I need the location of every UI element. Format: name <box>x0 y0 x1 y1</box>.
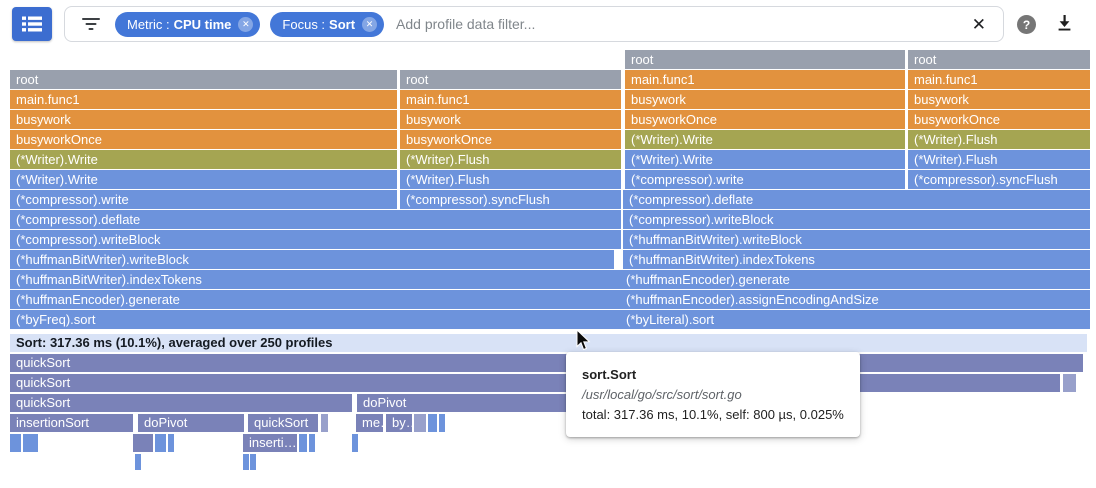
flame-cell[interactable]: (*huffmanBitWriter).indexTokens <box>623 250 1090 269</box>
flame-cell[interactable]: (*huffmanBitWriter).writeBlock <box>623 230 1090 249</box>
flame-cell[interactable]: main.func1 <box>908 70 1090 89</box>
flame-cell[interactable]: (*Writer).Flush <box>908 130 1090 149</box>
mouse-cursor-icon <box>576 330 591 351</box>
flame-cell[interactable]: main.func1 <box>625 70 905 89</box>
flame-cell[interactable] <box>299 434 307 452</box>
flame-cell[interactable]: quickSort <box>248 414 318 432</box>
flame-cell[interactable] <box>428 414 437 432</box>
flame-cell[interactable]: (*byLiteral).sort <box>620 310 1090 329</box>
chip-prefix: Metric : <box>127 16 170 32</box>
flame-cell[interactable] <box>309 434 315 452</box>
filter-chip-focus[interactable]: Focus : Sort ✕ <box>270 11 385 37</box>
flame-cell[interactable]: (*huffmanEncoder).assignEncodingAndSize <box>620 290 1090 309</box>
flame-cell[interactable] <box>23 434 29 452</box>
close-icon[interactable]: ✕ <box>362 16 378 32</box>
flame-cell[interactable]: busywork <box>908 90 1090 109</box>
flame-cell[interactable] <box>1063 374 1076 392</box>
chip-value: Sort <box>329 16 356 32</box>
flame-cell[interactable] <box>352 434 358 452</box>
view-list-icon <box>22 16 42 32</box>
flame-cell[interactable] <box>243 454 249 470</box>
help-icon[interactable]: ? <box>1017 15 1036 34</box>
flame-cell[interactable]: (*compressor).syncFlush <box>400 190 621 209</box>
close-icon[interactable]: ✕ <box>238 16 254 32</box>
flame-cell[interactable]: busyworkOnce <box>400 130 621 149</box>
flame-cell[interactable]: (*Writer).Flush <box>400 150 621 169</box>
flame-cell[interactable]: quickSort <box>10 354 1083 372</box>
filter-input[interactable] <box>394 15 970 33</box>
chip-prefix: Focus : <box>282 16 326 32</box>
flame-cell[interactable] <box>168 434 174 452</box>
flame-cell[interactable]: root <box>10 70 397 89</box>
flame-focus-row[interactable]: Sort: 317.36 ms (10.1%), averaged over 2… <box>10 334 1087 352</box>
flame-cell[interactable] <box>10 434 21 452</box>
tooltip: sort.Sort /usr/local/go/src/sort/sort.go… <box>566 352 860 437</box>
flame-cell[interactable]: (*compressor).writeBlock <box>623 210 1090 229</box>
filter-chip-metric[interactable]: Metric : CPU time ✕ <box>115 11 261 37</box>
flame-cell[interactable]: (*Writer).Write <box>10 170 397 189</box>
flame-cell[interactable]: (*huffmanEncoder).generate <box>620 270 1090 289</box>
flame-cell[interactable]: (*huffmanBitWriter).writeBlock <box>10 250 614 269</box>
flame-cell[interactable]: (*compressor).writeBlock <box>10 230 621 249</box>
flame-cell[interactable]: (*Writer).Write <box>625 150 905 169</box>
flame-cell[interactable]: (*Writer).Write <box>10 150 397 169</box>
flame-cell[interactable]: inserti… <box>243 434 297 452</box>
flame-cell[interactable]: (*huffmanEncoder).generate <box>10 290 621 309</box>
flame-cell[interactable]: (*Writer).Flush <box>400 170 621 189</box>
flame-cell[interactable]: main.func1 <box>10 90 397 109</box>
filter-bar: Metric :CPU time ✕ Focus :Sort ✕ ✕ <box>64 6 1004 42</box>
flame-cell[interactable]: main.func1 <box>400 90 621 109</box>
flame-cell[interactable]: root <box>908 50 1090 69</box>
flame-cell[interactable]: doPivot <box>138 414 244 432</box>
filter-list-icon <box>82 17 100 30</box>
flame-cell[interactable]: busywork <box>625 90 905 109</box>
flame-cell[interactable]: insertionSort <box>10 414 133 432</box>
flame-cell[interactable]: quickSort <box>10 374 1060 392</box>
flame-cell[interactable]: busywork <box>400 110 621 129</box>
tooltip-function-name: sort.Sort <box>582 367 637 382</box>
flame-cell[interactable] <box>133 434 153 452</box>
flame-cell[interactable]: (*byFreq).sort <box>10 310 621 329</box>
flame-cell[interactable]: root <box>625 50 905 69</box>
toolbar: Metric :CPU time ✕ Focus :Sort ✕ ✕ ? <box>0 0 1096 48</box>
flame-cell[interactable] <box>135 454 141 470</box>
download-icon[interactable] <box>1056 14 1073 34</box>
tooltip-stats: total: 317.36 ms, 10.1%, self: 800 µs, 0… <box>582 407 844 422</box>
flame-cell[interactable]: quickSort <box>10 394 352 412</box>
flame-cell[interactable]: me… <box>356 414 383 432</box>
view-options-button[interactable] <box>12 7 52 41</box>
flame-cell[interactable]: by… <box>386 414 412 432</box>
tooltip-source-path: /usr/local/go/src/sort/sort.go <box>582 387 742 402</box>
flame-cell[interactable] <box>414 414 426 432</box>
flame-cell[interactable]: busyworkOnce <box>908 110 1090 129</box>
flame-cell[interactable] <box>321 414 328 432</box>
flame-cell[interactable]: root <box>400 70 621 89</box>
flame-cell[interactable]: (*compressor).deflate <box>10 210 621 229</box>
flame-cell[interactable]: (*Writer).Write <box>625 130 905 149</box>
flame-cell[interactable] <box>155 434 166 452</box>
flame-cell[interactable]: (*compressor).write <box>10 190 397 209</box>
flame-cell[interactable]: busywork <box>10 110 397 129</box>
chip-value: CPU time <box>173 16 232 32</box>
flame-cell[interactable]: (*compressor).deflate <box>623 190 1090 209</box>
flame-cell[interactable]: (*Writer).Flush <box>908 150 1090 169</box>
flame-cell[interactable] <box>29 434 38 452</box>
flame-cell[interactable]: (*huffmanBitWriter).indexTokens <box>10 270 621 289</box>
flame-cell[interactable]: (*compressor).syncFlush <box>908 170 1090 189</box>
flame-cell[interactable] <box>250 454 256 470</box>
clear-filters-icon[interactable]: ✕ <box>971 14 986 34</box>
flame-cell[interactable] <box>439 414 445 432</box>
flame-cell[interactable]: (*compressor).write <box>625 170 905 189</box>
flame-cell[interactable]: busyworkOnce <box>625 110 905 129</box>
flame-cell[interactable]: busyworkOnce <box>10 130 397 149</box>
